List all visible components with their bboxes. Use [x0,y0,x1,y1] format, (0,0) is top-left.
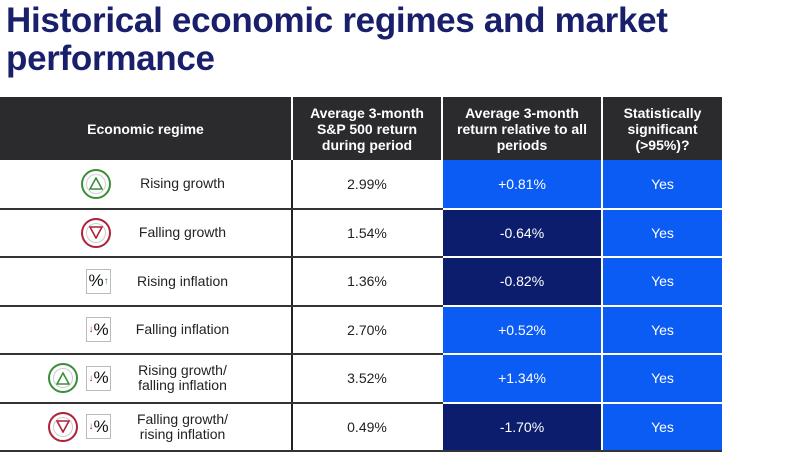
regime-label: Rising growth [140,175,225,192]
header-significant: Statistically significant (>95%)? [602,97,722,160]
regime-cell: Rising growth [0,160,293,210]
regime-cell: ↓% Falling growth/ rising inflation [0,402,293,452]
header-relative-return: Average 3-month return relative to all p… [442,97,603,160]
avg-return-cell: 1.54% [292,208,443,258]
avg-return-cell: 3.52% [292,354,443,404]
regime-cell: ↓% Falling inflation [0,305,293,355]
relative-return-cell: +0.81% [442,160,603,210]
regime-label: Falling growth/ rising inflation [136,410,229,442]
significant-cell: Yes [602,354,722,404]
inflation-up-icon: % ↑ [86,268,111,294]
table-row: ↓% Falling growth/ rising inflation 0.49%… [0,402,722,452]
inflation-down-icon: ↓% [86,414,111,440]
header-regime: Economic regime [0,97,293,160]
relative-return-cell: -0.64% [442,208,603,258]
table-row: ↓% Rising growth/ falling inflation 3.52%… [0,354,722,404]
relative-return-cell: -0.82% [442,257,603,307]
growth-up-icon [48,363,78,394]
significant-cell: Yes [602,305,722,355]
significant-cell: Yes [602,402,722,452]
regime-cell: % ↑ Rising inflation [0,257,293,307]
table-row: ↓% Falling inflation 2.70% +0.52% Yes [0,305,722,355]
regime-label: Falling growth [138,224,227,241]
table-header: Economic regime Average 3-month S&P 500 … [0,97,722,160]
regimes-table: Economic regime Average 3-month S&P 500 … [0,97,722,452]
regime-cell: Falling growth [0,208,293,258]
growth-down-icon [48,411,78,442]
page-title: Historical economic regimes and market p… [6,1,668,78]
significant-cell: Yes [602,160,722,210]
inflation-down-icon: ↓% [86,365,111,391]
table-row: Falling growth 1.54% -0.64% Yes [0,208,722,258]
avg-return-cell: 0.49% [292,402,443,452]
significant-cell: Yes [602,257,722,307]
relative-return-cell: -1.70% [442,402,603,452]
table-row: % ↑ Rising inflation 1.36% -0.82% Yes [0,257,722,307]
growth-down-icon [81,217,111,248]
relative-return-cell: +1.34% [442,354,603,404]
regime-label: Rising growth/ falling inflation [138,362,227,394]
avg-return-cell: 2.99% [292,160,443,210]
regime-label: Rising inflation [136,272,229,289]
regime-cell: ↓% Rising growth/ falling inflation [0,354,293,404]
inflation-down-icon: ↓% [86,317,111,343]
growth-up-icon [81,168,111,199]
avg-return-cell: 1.36% [292,257,443,307]
avg-return-cell: 2.70% [292,305,443,355]
significant-cell: Yes [602,208,722,258]
table-row: Rising growth 2.99% +0.81% Yes [0,160,722,210]
regime-label: Falling inflation [135,321,230,338]
header-avg-return: Average 3-month S&P 500 return during pe… [292,97,443,160]
relative-return-cell: +0.52% [442,305,603,355]
